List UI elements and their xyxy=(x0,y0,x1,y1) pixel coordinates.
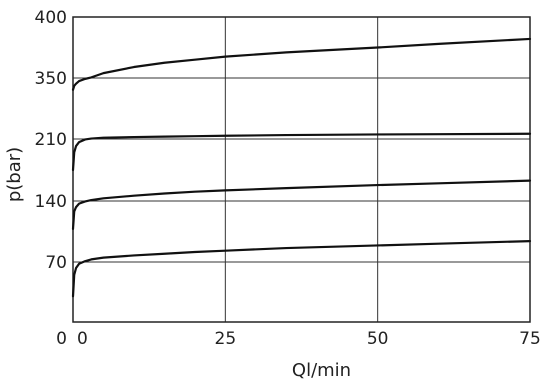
series-line-1 xyxy=(71,239,532,298)
y-tick-label: 70 xyxy=(45,253,67,273)
tick-labels: 70 140 210 350 400 0 25 50 75 xyxy=(35,8,541,349)
y-tick-label: 210 xyxy=(35,130,67,150)
series-line-4 xyxy=(71,37,532,91)
x-axis-title: Ql/min xyxy=(292,360,351,381)
series-lines xyxy=(71,37,532,298)
series-line-3 xyxy=(71,132,532,172)
plot-frame xyxy=(72,16,531,323)
y-tick-label: 350 xyxy=(35,69,67,89)
y-tick-label: 400 xyxy=(35,8,67,28)
axes xyxy=(72,16,531,323)
y-tick-label: 140 xyxy=(35,192,67,212)
grid xyxy=(73,17,530,322)
x-tick-label: 50 xyxy=(367,329,389,349)
x-tick-label: 75 xyxy=(519,329,541,349)
x-tick-label: 0 xyxy=(77,329,88,349)
x-tick-label: 25 xyxy=(215,329,237,349)
y-axis-title: p(bar) xyxy=(4,147,25,202)
series-line-2 xyxy=(71,179,532,230)
origin-tick-label: 0 xyxy=(56,329,67,349)
